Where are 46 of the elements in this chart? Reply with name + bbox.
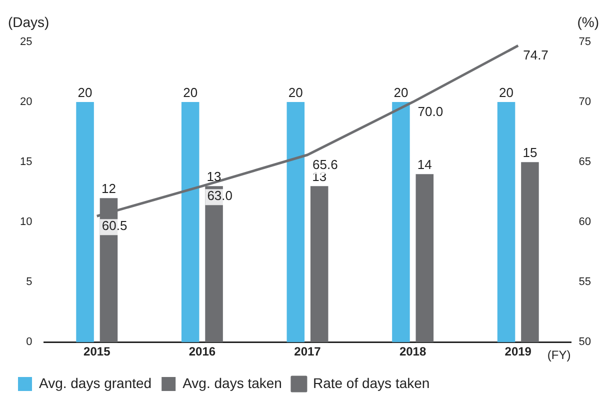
bar (310, 186, 328, 342)
bar (76, 102, 94, 342)
y2-tick-label: 55 (578, 276, 592, 288)
y-tick-label: 5 (26, 276, 32, 288)
y-tick-label: 20 (20, 96, 32, 108)
y2-tick-label: 65 (578, 156, 592, 168)
data-label: 13 (312, 169, 327, 184)
data-label: 65.6 (312, 156, 338, 172)
y-axis-title: (Days) (8, 14, 50, 30)
y-tick-label: 15 (20, 156, 32, 168)
y2-tick-label: 75 (578, 36, 592, 48)
y2-tick-label: 60 (578, 216, 592, 228)
data-label: 20 (78, 85, 92, 100)
y2-tick-label: 70 (578, 96, 592, 108)
bar (286, 102, 305, 342)
y2-axis-title: (%) (577, 14, 599, 30)
y-tick-label: 0 (26, 336, 32, 348)
bar (497, 102, 516, 342)
data-label: 12 (102, 181, 116, 196)
bar (416, 174, 434, 342)
x-tick-label: 2019 (504, 344, 532, 359)
legend-label: Rate of days taken (312, 374, 430, 391)
data-label: 14 (417, 157, 432, 172)
data-label: 63.0 (207, 188, 233, 204)
bar (181, 102, 200, 342)
data-label: 20 (183, 85, 198, 100)
data-label: 20 (499, 85, 514, 100)
bar (392, 102, 410, 342)
data-label: 13 (206, 169, 222, 184)
data-label: 60.5 (102, 218, 128, 234)
y2-tick-label: 50 (578, 336, 592, 348)
data-label: 20 (288, 85, 303, 100)
data-label: 15 (522, 145, 538, 160)
data-label: 70.0 (418, 104, 444, 120)
x-tick-label: 2017 (294, 344, 322, 359)
x-tick-label: 2016 (188, 344, 216, 359)
data-label: 20 (394, 85, 408, 100)
y-tick-label: 25 (20, 36, 32, 48)
y-tick-label: 10 (20, 216, 32, 228)
x-tick-label: 2015 (84, 344, 111, 359)
data-label: 74.7 (523, 48, 548, 63)
bar (521, 162, 539, 342)
x-tick-label: 2018 (399, 344, 426, 359)
legend-label: Avg. days granted (39, 374, 152, 391)
x-axis-title: (FY) (547, 348, 571, 362)
legend-label: Avg. days taken (182, 374, 282, 391)
